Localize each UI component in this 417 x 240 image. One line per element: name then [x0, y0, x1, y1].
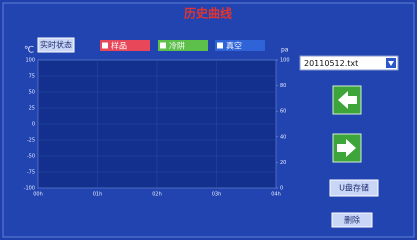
y2-axis-unit: pa — [281, 47, 289, 54]
legend-label: 冷阱 — [169, 41, 185, 51]
legend-checkbox — [160, 43, 166, 49]
y-tick-label: -50 — [27, 154, 35, 160]
legend-label: 真空 — [226, 41, 242, 51]
delete-label[interactable]: 删除 — [344, 215, 360, 225]
y2-tick-label: 20 — [280, 160, 286, 166]
y-tick-label: 50 — [29, 90, 35, 96]
legend-checkbox — [102, 43, 108, 49]
y-tick-label: 0 — [32, 122, 35, 128]
legend-label: 样品 — [111, 41, 127, 51]
y-tick-label: -25 — [27, 138, 35, 144]
realtime-button-label[interactable]: 实时状态 — [40, 40, 72, 50]
chart-title: 历史曲线 — [184, 6, 232, 21]
y-tick-label: 75 — [29, 74, 35, 80]
x-tick-label: 02h — [152, 192, 162, 198]
x-tick-label: 03h — [212, 192, 222, 198]
y2-tick-label: 80 — [280, 83, 286, 89]
y2-tick-label: 60 — [280, 109, 286, 115]
x-tick-label: 04h — [271, 192, 281, 198]
hmi-screen: 历史曲线 实时状态 ℃ pa 20110512.txt U盘存储 删除 100 7… — [0, 0, 417, 240]
y2-tick-label: 40 — [280, 134, 286, 140]
usb-save-label[interactable]: U盘存储 — [339, 183, 369, 193]
y2-tick-label: 100 — [280, 58, 290, 64]
y-tick-label: 25 — [29, 106, 35, 112]
y-axis-unit: ℃ — [24, 46, 34, 56]
file-select-label[interactable]: 20110512.txt — [304, 59, 358, 68]
y-tick-label: 100 — [25, 58, 35, 64]
legend-checkbox — [217, 43, 223, 49]
x-tick-label: 01h — [93, 192, 103, 198]
x-tick-label: 00h — [33, 192, 43, 198]
y-tick-label: -75 — [27, 170, 35, 176]
